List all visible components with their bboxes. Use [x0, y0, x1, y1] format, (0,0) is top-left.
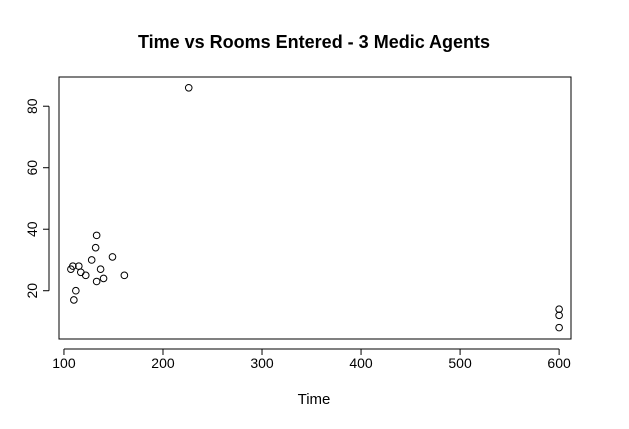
data-point	[96, 265, 105, 273]
x-tick-label: 600	[547, 355, 571, 371]
x-axis: 100 200 300 400 500 600	[52, 348, 571, 371]
data-point	[555, 323, 563, 332]
data-point	[81, 271, 90, 280]
chart-title: Time vs Rooms Entered - 3 Medic Agents	[138, 32, 490, 52]
data-point	[87, 256, 96, 264]
x-tick-label: 200	[151, 355, 175, 371]
data-point	[555, 311, 563, 320]
data-point	[72, 286, 80, 295]
data-point	[120, 271, 129, 280]
data-point	[91, 243, 100, 252]
data-point	[108, 253, 117, 261]
y-tick-label: 40	[24, 221, 40, 237]
data-points	[67, 83, 563, 332]
data-point	[555, 305, 563, 313]
data-point	[92, 277, 101, 286]
y-axis: 20 40 60 80	[24, 98, 50, 299]
data-point	[184, 83, 193, 92]
data-point	[69, 262, 77, 270]
y-tick-label: 80	[24, 98, 40, 114]
y-tick-label: 20	[24, 283, 40, 299]
x-axis-label: Time	[298, 391, 331, 408]
data-point	[99, 274, 108, 283]
data-point	[76, 268, 85, 277]
x-tick-label: 500	[448, 355, 472, 371]
x-tick-label: 100	[52, 355, 76, 371]
plot-area-frame	[58, 76, 572, 340]
x-tick-label: 300	[250, 355, 274, 371]
y-tick-label: 60	[24, 160, 40, 176]
data-point	[92, 231, 101, 240]
x-tick-label: 400	[349, 355, 373, 371]
data-point	[70, 296, 78, 304]
